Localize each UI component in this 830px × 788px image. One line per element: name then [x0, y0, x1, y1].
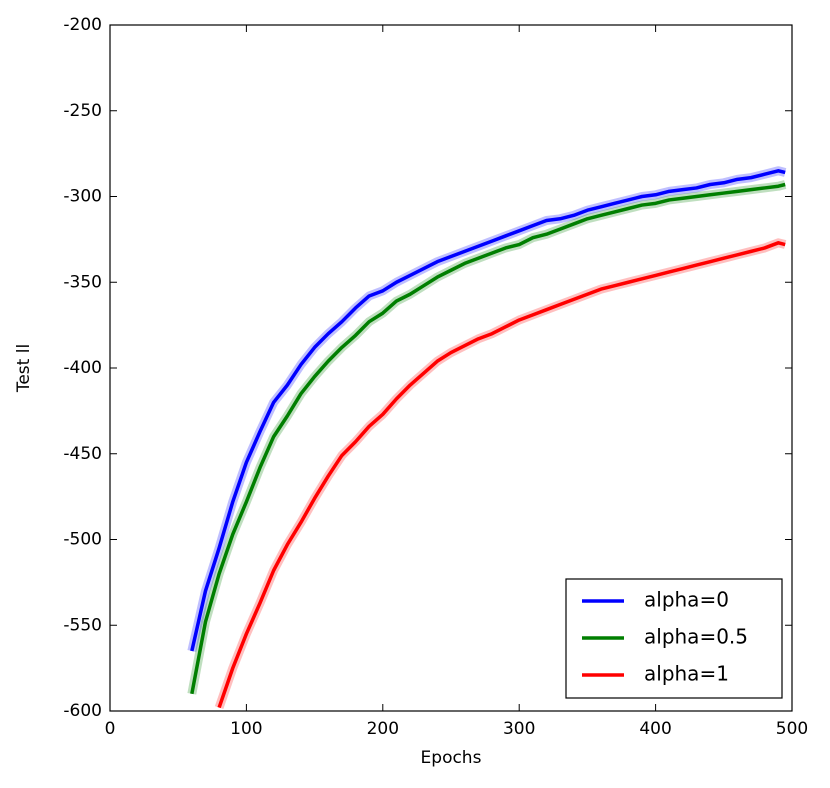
y-tick-label: -350: [63, 272, 102, 292]
series-line: [190, 182, 786, 695]
y-tick-label: -200: [63, 15, 102, 35]
y-tick-label: -550: [63, 615, 102, 635]
y-tick-label: -400: [63, 358, 102, 378]
plot-area: [187, 166, 787, 710]
x-tick-label: 0: [105, 719, 116, 739]
x-tick-label: 500: [776, 719, 808, 739]
y-tick-label: -600: [63, 701, 102, 721]
legend-label: alpha=0.5: [644, 625, 748, 649]
legend-label: alpha=0: [644, 588, 729, 612]
y-tick-label: -450: [63, 444, 102, 464]
y-axis-label: Test ll: [14, 344, 34, 393]
x-tick-label: 200: [367, 719, 399, 739]
x-tick-label: 400: [639, 719, 671, 739]
y-tick-label: -300: [63, 187, 102, 207]
legend-label: alpha=1: [644, 662, 729, 686]
plot-frame: [109, 24, 793, 712]
x-axis-label: Epochs: [421, 748, 482, 768]
x-tick-label: 100: [230, 719, 262, 739]
y-tick-label: -500: [63, 530, 102, 550]
series-line: [217, 241, 786, 709]
x-tick-label: 300: [503, 719, 535, 739]
y-tick-label: -250: [63, 101, 102, 121]
series-line: [190, 169, 786, 652]
